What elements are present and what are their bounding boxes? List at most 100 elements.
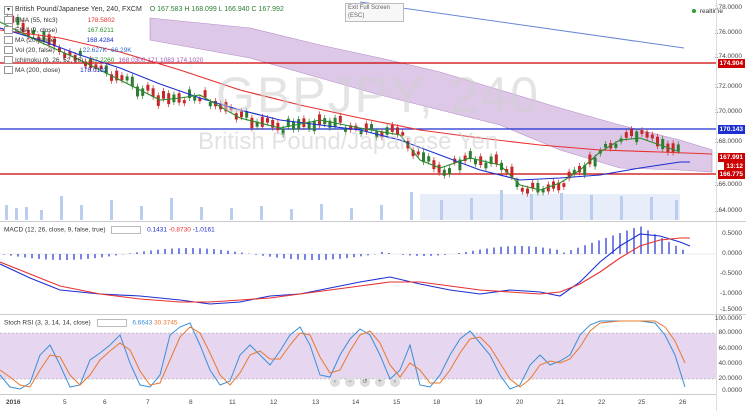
macd-signal-value: -0.8730	[168, 226, 191, 234]
candle-body	[531, 182, 535, 189]
stoch-axis-label: 80.0000	[718, 329, 743, 336]
legend-settings-icon[interactable]	[4, 36, 13, 45]
legend-settings-icon[interactable]	[4, 46, 13, 55]
ema9-line	[0, 21, 681, 191]
zoom-out-button[interactable]: −	[344, 377, 355, 387]
candle-body	[266, 118, 269, 123]
price-tag-countdown: 13:12	[724, 162, 745, 171]
candle-body	[468, 151, 472, 160]
legend-label: EMA (9, close)	[15, 27, 58, 34]
candle-body	[281, 128, 285, 135]
chart-nav-controls: ‹ − ↺ + ›	[330, 377, 400, 387]
macd-title: MACD (12, 26, close, 9, false, true)	[4, 226, 106, 234]
ma20-line	[0, 27, 690, 181]
candle-body	[208, 102, 212, 107]
ohlc-low: L 166.940	[218, 6, 250, 13]
candle-body	[520, 187, 524, 192]
legend-ichimoku[interactable]: Ichimoku (9, 26, 52, 26) 167.2260 168.0300…	[4, 56, 203, 65]
stoch-axis-label: 20.0000	[718, 375, 743, 382]
macd-settings-icon[interactable]	[111, 226, 142, 234]
price-tag-174904: 174.904	[717, 59, 745, 68]
time-axis-label: 5	[63, 399, 67, 406]
ohlc-open: O 167.583	[149, 6, 183, 13]
candle-body	[37, 36, 41, 42]
stoch-pane[interactable]: Stoch RSI (3, 3, 14, 14, close) 6.6643 3…	[0, 314, 746, 395]
price-axis-label: 176.0000	[714, 29, 742, 36]
price-axis-label: 164.0000	[714, 207, 742, 214]
symbol-title: British Pound/Japanese Yen, 240, FXCM	[14, 6, 142, 13]
legend-settings-icon[interactable]	[4, 66, 13, 75]
time-axis-label: 25	[638, 399, 646, 406]
volume-bars	[5, 190, 680, 220]
candle-body	[307, 121, 311, 130]
candle-body	[427, 156, 431, 162]
candle-body	[364, 123, 368, 132]
price-axis-label: 166.0000	[714, 181, 742, 188]
exit-fullscreen-label: Exit Full Screen	[348, 5, 391, 11]
zoom-in-button[interactable]: +	[374, 377, 385, 387]
time-axis-label: 6	[103, 399, 107, 406]
legend-ma200[interactable]: MA (200, close) 178.0102	[4, 66, 107, 75]
legend-label: Ichimoku (9, 26, 52, 26)	[15, 57, 84, 64]
stoch-d-value: 30.3745	[154, 319, 178, 327]
legend-vol[interactable]: Vol (20, false) 22.627K 66.29K	[4, 46, 132, 55]
candle-body	[271, 119, 275, 128]
stoch-axis-label: 60.0000	[718, 345, 743, 352]
time-axis-label: 7	[146, 399, 150, 406]
legend-value2: 66.29K	[110, 47, 132, 54]
realtime-dot-icon	[692, 9, 696, 14]
candle-body	[370, 124, 373, 130]
candle-body	[645, 131, 649, 138]
candle-body	[89, 59, 93, 69]
scroll-right-button[interactable]: ›	[389, 377, 400, 387]
candle-body	[193, 95, 197, 101]
candle-body	[250, 117, 254, 129]
candle-body	[312, 121, 316, 132]
legend-ema9[interactable]: EMA (9, close) 167.6211	[4, 26, 114, 35]
legend-ema55[interactable]: EMA (55, hlc3) 178.5802	[4, 16, 115, 25]
candle-body	[578, 165, 581, 173]
legend-settings-icon[interactable]	[4, 26, 13, 35]
scroll-left-button[interactable]: ‹	[330, 377, 340, 387]
candle-body	[557, 182, 561, 191]
macd-axis-label: -0.5000	[719, 270, 742, 277]
legend-value: 178.0102	[80, 67, 108, 74]
candle-body	[32, 30, 35, 35]
reset-button[interactable]: ↺	[359, 377, 370, 387]
axis-divider	[716, 0, 717, 411]
macd-line	[0, 233, 691, 305]
stoch-settings-icon[interactable]	[96, 319, 127, 327]
time-axis-label: 15	[393, 399, 401, 406]
macd-pane[interactable]: MACD (12, 26, close, 9, false, true) 0.1…	[0, 221, 746, 314]
time-axis-label: 8	[189, 399, 193, 406]
stoch-chart-canvas[interactable]	[0, 315, 746, 395]
candle-body	[515, 180, 519, 187]
price-chart-canvas[interactable]	[0, 0, 746, 220]
stoch-axis-label: 0.0000	[722, 387, 742, 394]
candle-body	[245, 111, 249, 118]
candle-body	[338, 115, 342, 123]
candle-body	[115, 70, 119, 81]
candle-body	[494, 154, 498, 165]
dropdown-icon[interactable]: ▾	[4, 6, 13, 15]
candle-body	[635, 131, 639, 143]
candle-body	[162, 91, 165, 99]
time-axis[interactable]	[0, 394, 716, 412]
legend-ma20[interactable]: MA (20, close) 168.4284	[4, 36, 114, 45]
candle-body	[136, 86, 139, 97]
time-axis-label: 13	[312, 399, 320, 406]
macd-chart-canvas[interactable]	[0, 222, 746, 314]
candle-body	[21, 22, 25, 33]
legend-settings-icon[interactable]	[4, 16, 13, 25]
exit-fullscreen-button[interactable]: Exit Full Screen (ESC)	[345, 3, 404, 22]
candle-body	[84, 61, 87, 67]
candle-body	[349, 125, 353, 130]
candle-body	[489, 156, 493, 165]
legend-settings-icon[interactable]	[4, 56, 13, 65]
candle-body	[255, 121, 259, 127]
candle-body	[661, 138, 665, 150]
macd-hist-value: -1.0161	[192, 226, 215, 234]
chart-header: ▾ British Pound/Japanese Yen, 240, FXCM …	[4, 5, 284, 15]
candle-body	[146, 84, 150, 91]
